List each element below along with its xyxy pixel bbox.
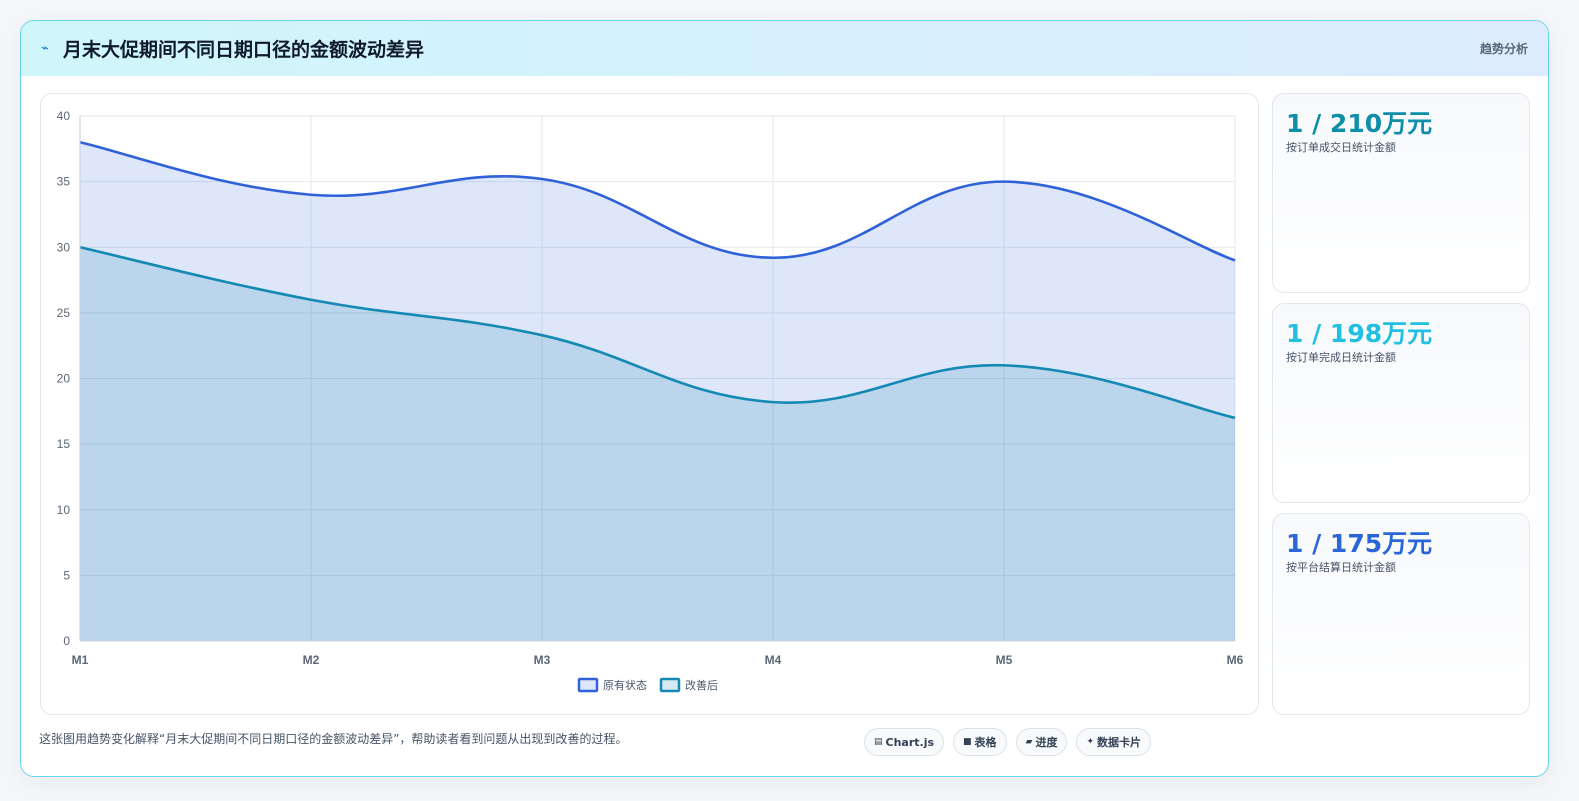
chip-label: 进度 — [1035, 736, 1058, 749]
series-area — [80, 142, 1235, 641]
y-tick-label: 35 — [57, 175, 71, 189]
chart-container: 0 5 10 15 20 25 30 35 40 M1 M2 M3 M4 M5 M6 原有状态 改善后 — [40, 93, 1259, 715]
y-tick-label: 0 — [63, 634, 70, 648]
chart-icon: ▤ — [874, 737, 883, 747]
chart-panel: ⌁ 月末大促期间不同日期口径的金额波动差异 趋势分析 0 5 10 15 20 25 30 3… — [20, 20, 1549, 777]
x-tick-label: M3 — [534, 653, 551, 667]
card-label: 按平台结算日统计金额 — [1286, 561, 1396, 574]
chip-progress[interactable]: ▰ 进度 — [1015, 728, 1068, 756]
panel-header: ⌁ 月末大促期间不同日期口径的金额波动差异 趋势分析 — [21, 21, 1548, 76]
legend-label: 改善后 — [685, 678, 718, 692]
x-tick-label: M2 — [303, 653, 320, 667]
card-value: 1 / 210万元 — [1286, 109, 1433, 138]
y-tick-label: 20 — [57, 372, 71, 386]
summary-card: 1 / 210万元 按订单成交日统计金额 — [1272, 93, 1530, 293]
x-tick-label: M6 — [1227, 653, 1244, 667]
header-tag: 趋势分析 — [1479, 42, 1528, 56]
chip-data-card[interactable]: ✦ 数据卡片 — [1076, 728, 1152, 756]
summary-card: 1 / 198万元 按订单完成日统计金额 — [1272, 303, 1530, 503]
series-area — [80, 247, 1235, 641]
bolt-icon: ⌁ — [41, 40, 49, 56]
area-chart: 0 5 10 15 20 25 30 35 40 M1 M2 M3 M4 M5 M6 原有状态 改善后 — [57, 109, 1244, 693]
card-label: 按订单完成日统计金额 — [1286, 351, 1396, 364]
card-value: 1 / 175万元 — [1286, 529, 1433, 558]
y-tick-label: 5 — [63, 568, 70, 582]
y-tick-label: 30 — [57, 240, 71, 254]
legend-swatch — [659, 677, 681, 693]
legend-label: 原有状态 — [603, 678, 647, 692]
chip-label: 数据卡片 — [1097, 736, 1142, 749]
x-tick-label: M5 — [996, 653, 1013, 667]
series-line — [79, 140, 1236, 262]
series-line — [79, 245, 1236, 420]
chip-label: Chart.js — [885, 735, 935, 749]
x-tick-label: M4 — [765, 653, 782, 667]
chip-chartjs[interactable]: ▤ Chart.js — [864, 728, 945, 756]
y-tick-label: 10 — [57, 503, 71, 517]
chart-description: 这张图用趋势变化解释“月末大促期间不同日期口径的金额波动差异”，帮助读者看到问题… — [39, 732, 628, 746]
summary-card: 1 / 175万元 按平台结算日统计金额 — [1272, 513, 1530, 715]
progress-icon: ▰ — [1025, 737, 1033, 747]
y-tick-label: 40 — [57, 109, 71, 123]
chip-label: 表格 — [974, 736, 997, 749]
sparkle-icon: ✦ — [1086, 737, 1095, 747]
table-icon: ■ — [963, 737, 972, 747]
page-title: 月末大促期间不同日期口径的金额波动差异 — [63, 39, 425, 61]
card-value: 1 / 198万元 — [1286, 319, 1433, 348]
y-tick-label: 15 — [57, 437, 71, 451]
y-tick-label: 25 — [57, 306, 71, 320]
card-label: 按订单成交日统计金额 — [1286, 141, 1396, 154]
legend-swatch — [577, 677, 599, 693]
tech-chips: ▤ Chart.js ■ 表格 ▰ 进度 ✦ 数据卡片 — [864, 728, 1152, 756]
chip-table[interactable]: ■ 表格 — [953, 728, 1007, 756]
x-tick-label: M1 — [72, 653, 89, 667]
